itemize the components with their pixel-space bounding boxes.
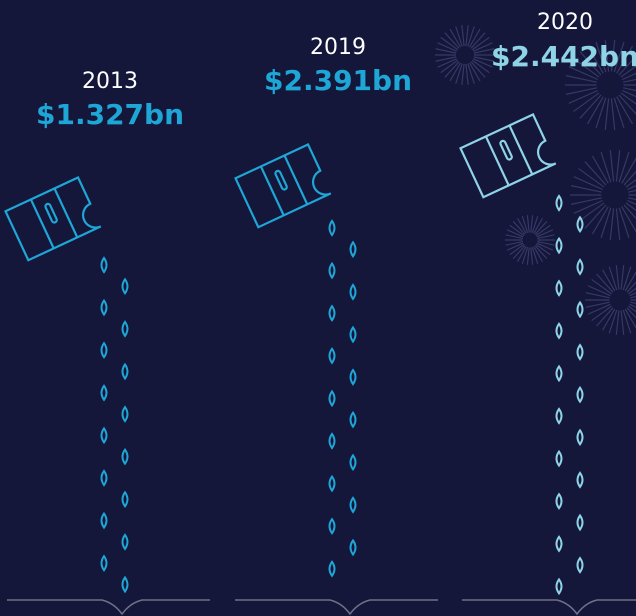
year: 2020 [537,10,593,35]
amount: $2.391bn [264,64,412,97]
infographic: 2013 $1.327bn 2019 $2.391bn 2020 $2.442b… [0,0,636,616]
amount: $2.442bn [491,40,636,73]
year: 2013 [82,69,138,94]
amount: $1.327bn [36,98,184,131]
year: 2019 [310,35,366,60]
